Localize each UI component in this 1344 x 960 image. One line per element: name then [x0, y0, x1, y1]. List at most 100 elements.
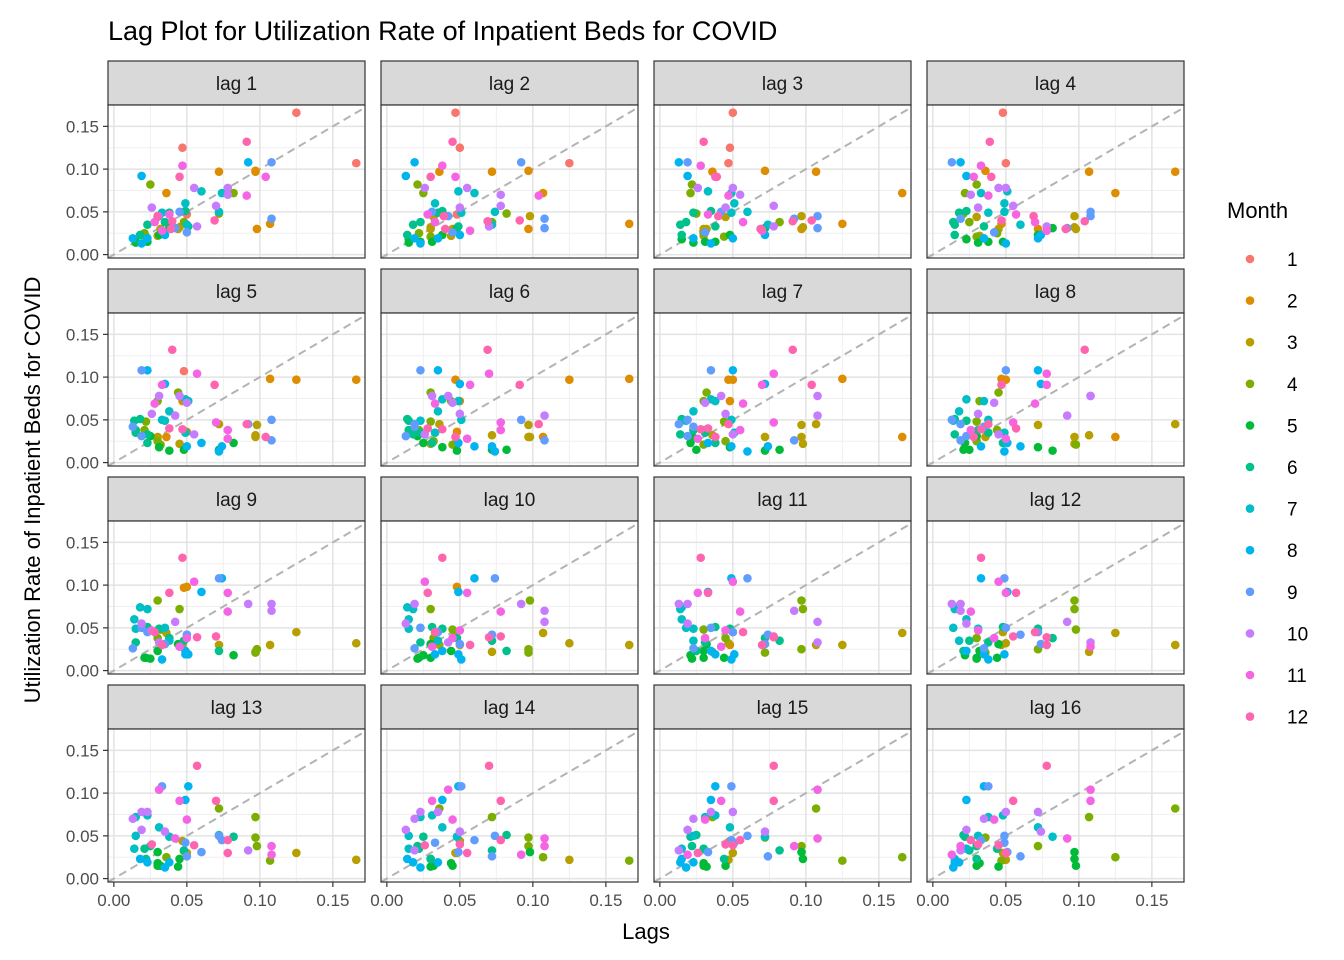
data-point: [165, 424, 174, 433]
data-point: [292, 375, 301, 384]
legend-label: 11: [1287, 666, 1307, 687]
data-point: [727, 442, 736, 451]
data-point: [483, 345, 492, 355]
data-point: [703, 588, 713, 598]
data-point: [972, 212, 981, 222]
data-point: [675, 430, 685, 439]
data-point: [712, 172, 722, 182]
data-point: [496, 632, 506, 641]
data-point: [214, 804, 224, 813]
data-point: [724, 375, 733, 384]
panel-border: [653, 520, 912, 675]
data-point: [181, 198, 190, 208]
data-point: [962, 395, 971, 404]
data-point: [811, 167, 821, 176]
data-point: [727, 781, 736, 791]
data-point: [462, 183, 472, 193]
data-point: [452, 446, 462, 455]
data-point: [487, 442, 497, 451]
facet-strip-label: lag 1: [216, 74, 257, 95]
data-point: [516, 850, 526, 859]
data-point: [1016, 852, 1025, 861]
data-point: [973, 626, 983, 635]
data-point: [788, 345, 798, 355]
data-point: [438, 161, 447, 170]
facet-panel: lag 4: [926, 60, 1185, 259]
data-point: [439, 211, 449, 221]
data-point: [251, 833, 260, 842]
data-point: [1033, 234, 1043, 243]
data-point: [706, 807, 716, 817]
data-point: [167, 216, 177, 226]
data-point: [351, 638, 361, 648]
facet-strip: [926, 476, 1185, 522]
data-point: [351, 375, 361, 384]
data-point: [433, 234, 443, 243]
data-point: [175, 439, 184, 449]
data-point: [950, 430, 960, 439]
data-point: [624, 219, 634, 229]
data-point: [789, 436, 799, 445]
data-point: [703, 847, 713, 857]
legend-key: [1245, 712, 1255, 721]
data-point: [728, 108, 738, 117]
data-point: [181, 650, 190, 659]
data-point: [965, 636, 974, 645]
data-point: [534, 419, 544, 429]
data-point: [160, 827, 170, 836]
data-point: [972, 854, 981, 864]
facet-panel: lag 14 0.00 0.05 0.10 0.15: [370, 684, 639, 910]
data-point: [1011, 588, 1021, 598]
legend-label: 5: [1287, 416, 1298, 437]
data-point: [807, 216, 817, 225]
data-point: [1170, 167, 1180, 176]
data-point: [448, 137, 457, 147]
facet-panel: lag 5 0.00 0.05 0.10 0.15: [66, 268, 366, 473]
data-point: [979, 234, 989, 243]
data-point: [502, 209, 511, 218]
data-point: [706, 365, 716, 375]
data-point: [153, 211, 162, 221]
data-point: [165, 588, 174, 598]
data-point: [540, 223, 549, 233]
data-point: [1071, 224, 1081, 234]
data-point: [267, 214, 276, 223]
data-point: [956, 599, 965, 609]
data-point: [483, 216, 492, 226]
reference-line: [107, 522, 366, 675]
data-point: [721, 633, 730, 643]
data-point: [989, 398, 999, 408]
data-point: [700, 398, 710, 408]
data-point: [455, 639, 465, 649]
panel-border: [107, 728, 366, 883]
data-point: [683, 850, 692, 859]
data-point: [706, 623, 716, 633]
data-point: [966, 607, 976, 616]
data-point: [985, 137, 995, 147]
x-tick-label: 0.00: [643, 891, 676, 910]
data-point: [137, 365, 146, 375]
data-point: [699, 137, 708, 147]
data-point: [947, 157, 957, 167]
data-point: [455, 203, 465, 212]
facet-strip-label: lag 16: [1030, 698, 1082, 719]
data-point: [693, 434, 703, 443]
reference-line: [926, 314, 1185, 467]
data-point: [153, 646, 162, 656]
data-point: [984, 655, 993, 664]
data-point: [402, 230, 412, 240]
data-point: [292, 848, 301, 858]
facet-strip-label: lag 14: [484, 698, 536, 719]
data-point: [1001, 807, 1011, 817]
data-point: [674, 599, 684, 609]
legend-key: [1245, 379, 1255, 389]
data-point: [251, 432, 260, 442]
data-point: [1000, 831, 1009, 841]
data-point: [197, 438, 206, 448]
data-point: [465, 640, 475, 650]
data-point: [897, 188, 907, 198]
data-point: [524, 833, 533, 842]
data-point: [683, 415, 692, 425]
data-point: [143, 858, 152, 867]
data-point: [540, 841, 549, 851]
